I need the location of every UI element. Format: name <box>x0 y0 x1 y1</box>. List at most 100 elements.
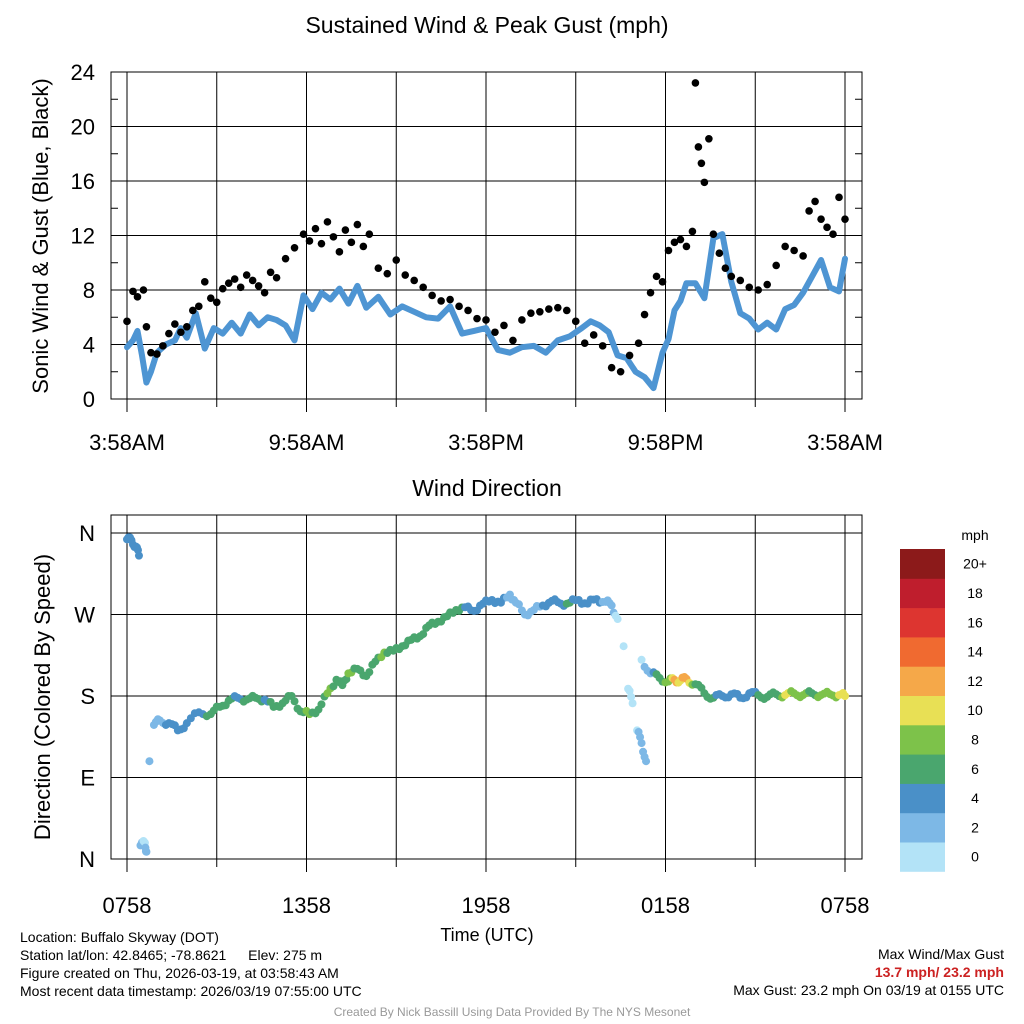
direction-point <box>607 601 616 610</box>
station-latlon: Station lat/lon: 42.8465; -78.8621 <box>20 947 227 963</box>
direction-point <box>619 642 628 651</box>
gust-point <box>317 239 326 248</box>
gust-point <box>658 278 667 286</box>
gust-point <box>260 288 269 297</box>
gust-point <box>763 280 772 289</box>
direction-point <box>636 733 645 742</box>
gust-point <box>817 215 825 223</box>
gust-point <box>123 317 131 326</box>
direction-point <box>290 697 299 706</box>
colorbar-label: 2 <box>971 819 979 835</box>
bottom-chart-grid <box>111 515 862 860</box>
bottom-x-tick-label: 0758 <box>821 893 870 918</box>
colorbar-swatch <box>900 695 945 726</box>
top-y-tick-label: 24 <box>71 60 95 85</box>
gust-point <box>206 294 215 302</box>
bottom-chart-y-label: Direction (Colored By Speed) <box>30 554 55 840</box>
credit-line: Created By Nick Bassill Using Data Provi… <box>333 1005 691 1019</box>
gust-point <box>129 287 137 296</box>
gust-point <box>195 302 203 311</box>
direction-point <box>142 847 151 856</box>
bottom-y-tick-label: W <box>74 603 95 628</box>
gust-point <box>299 230 308 238</box>
gust-point <box>281 254 290 263</box>
gust-point <box>212 298 221 307</box>
colorbar-swatch <box>900 754 945 784</box>
direction-point <box>365 668 374 677</box>
gust-point <box>664 246 673 255</box>
gust-point <box>625 351 634 360</box>
colorbar-label: 12 <box>967 673 983 689</box>
colorbar-label: 14 <box>967 644 983 660</box>
top-y-tick-label: 12 <box>71 224 95 249</box>
gust-point <box>401 271 410 279</box>
gust-point <box>554 303 562 312</box>
colorbar-label: 10 <box>967 702 983 718</box>
gust-point <box>799 252 807 260</box>
max-summary: Max Wind/Max Gust 13.7 mph/ 23.2 mph Max… <box>733 945 1004 999</box>
gust-point <box>165 329 173 338</box>
direction-point <box>642 757 651 766</box>
colorbar-swatch <box>900 578 945 609</box>
max-values: 13.7 mph/ 23.2 mph <box>874 964 1004 980</box>
gust-point <box>311 224 320 233</box>
top-chart-y-label: Sonic Wind & Gust (Blue, Black) <box>28 78 53 393</box>
direction-point <box>841 692 849 700</box>
gust-point <box>811 197 819 206</box>
gust-point <box>715 249 724 258</box>
top-y-tick-label: 4 <box>83 333 95 358</box>
direction-point <box>145 757 154 766</box>
gust-point <box>305 237 314 245</box>
direction-point <box>134 551 143 560</box>
top-x-tick-label: 3:58AM <box>807 430 883 455</box>
colorbar-label: 6 <box>971 761 979 777</box>
top-x-tick-label: 3:58AM <box>89 430 165 455</box>
bottom-chart-title: Wind Direction <box>412 475 562 501</box>
gust-point <box>254 282 263 290</box>
max-gust-detail: Max Gust: 23.2 mph On 03/19 at 0155 UTC <box>733 982 1004 998</box>
colorbar-swatch <box>900 724 945 755</box>
gust-point <box>694 143 703 151</box>
colorbar-label: 18 <box>967 585 983 601</box>
gust-point <box>640 310 649 319</box>
gust-point <box>446 295 454 304</box>
gust-point <box>347 238 356 247</box>
gust-point <box>509 336 517 345</box>
gust-point <box>236 283 245 292</box>
gust-point <box>841 215 849 223</box>
gust-point <box>580 339 589 347</box>
top-y-tick-label: 0 <box>83 387 95 412</box>
gust-point <box>224 279 233 287</box>
gust-point <box>562 306 571 315</box>
gust-point <box>700 178 709 187</box>
gust-point <box>159 342 167 350</box>
top-chart-x-ticks: 3:58AM 9:58AM 3:58PM 9:58PM 3:58AM <box>89 399 883 455</box>
gust-point <box>709 230 718 238</box>
top-x-tick-label: 9:58PM <box>628 430 704 455</box>
top-y-tick-label: 16 <box>71 169 95 194</box>
direction-point <box>637 739 646 748</box>
recent-timestamp: Most recent data timestamp: 2026/03/19 0… <box>20 983 362 999</box>
gust-point <box>473 314 481 323</box>
gust-point <box>230 275 239 283</box>
gust-point <box>248 276 257 285</box>
bottom-x-tick-label: 0158 <box>641 893 690 918</box>
gust-point <box>571 317 580 326</box>
direction-point <box>419 630 428 639</box>
gust-point <box>147 348 155 357</box>
gust-point <box>688 227 697 236</box>
colorbar-label: 0 <box>971 849 979 865</box>
gust-point <box>518 316 526 324</box>
colorbar-label: 20+ <box>963 556 987 572</box>
gust-point <box>727 272 736 281</box>
gust-point <box>527 309 535 317</box>
gust-point <box>545 305 553 313</box>
bottom-chart-x-label: Time (UTC) <box>440 925 533 945</box>
gust-point <box>183 322 191 331</box>
gust-point <box>335 248 344 256</box>
gust-point <box>589 331 598 339</box>
bottom-x-tick-label: 0758 <box>103 893 152 918</box>
gust-point <box>652 272 661 281</box>
gust-point <box>598 342 607 350</box>
